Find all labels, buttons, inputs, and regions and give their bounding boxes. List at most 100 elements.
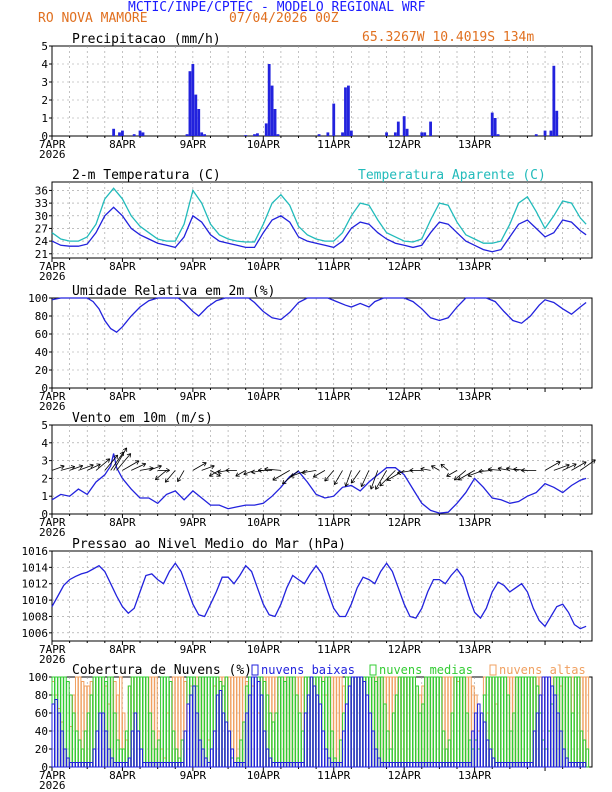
cloud-bar-nuvens-baixas xyxy=(192,685,196,768)
cloud-bar-nuvens-medias xyxy=(69,694,73,768)
wind-arrow xyxy=(51,465,65,471)
wind-arrow-head xyxy=(217,469,222,475)
cloud-bar-nuvens-baixas xyxy=(491,757,496,768)
cloud-bar-nuvens-baixas xyxy=(468,762,472,768)
precip-xtick-label: 9APR xyxy=(180,138,207,151)
cloud-bar-nuvens-baixas xyxy=(183,730,188,768)
cloud-bar-nuvens-medias xyxy=(380,676,384,768)
pres-xtick-label: 13APR xyxy=(458,643,491,656)
precip-year-label: 2026 xyxy=(39,148,66,161)
cloud-bar-nuvens-baixas xyxy=(157,762,161,768)
wind-title: Vento em 10m (m/s) xyxy=(72,411,213,426)
cloud-bar-nuvens-medias xyxy=(86,712,91,768)
cloud-bar-nuvens-baixas xyxy=(201,748,205,768)
pres-xtick-label: 12APR xyxy=(388,643,421,656)
cloud-bar-nuvens-baixas xyxy=(339,762,343,768)
cloud-bar-nuvens-baixas xyxy=(418,762,422,768)
wind-arrow-head xyxy=(225,467,230,473)
wind-arrow-head xyxy=(154,475,160,481)
wind-arrow xyxy=(301,469,317,474)
cloud-bar-nuvens-medias xyxy=(521,676,525,768)
cloud-bar-nuvens-medias xyxy=(295,694,299,768)
pres-ytick-label: 1006 xyxy=(22,627,49,640)
clouds-xtick-label: 9APR xyxy=(180,769,207,782)
cloud-bar-nuvens-baixas xyxy=(409,762,414,768)
cloud-bar-nuvens-baixas xyxy=(347,685,352,768)
cloud-bar-nuvens-baixas xyxy=(80,762,85,768)
cloud-bar-nuvens-baixas xyxy=(298,762,302,768)
precip-bar xyxy=(200,132,204,136)
cloud-bar-nuvens-baixas xyxy=(92,748,97,768)
precip-bar xyxy=(555,110,559,136)
wind-arrow-head xyxy=(216,472,221,477)
clouds-ytick-label: 60 xyxy=(35,707,48,720)
cloud-bar-nuvens-baixas xyxy=(344,703,349,768)
precip-bar xyxy=(396,121,400,136)
clouds-xtick-label: 12APR xyxy=(388,769,421,782)
cloud-bar-nuvens-baixas xyxy=(148,762,152,768)
cloud-bar-nuvens-medias xyxy=(74,730,79,768)
cloud-bar-nuvens-baixas xyxy=(368,712,372,768)
cloud-bar-nuvens-baixas xyxy=(579,762,584,768)
wind-arrow-head xyxy=(457,476,463,481)
wind-arrow xyxy=(360,470,370,487)
cloud-bar-nuvens-medias xyxy=(524,676,528,768)
cloud-bar-nuvens-baixas xyxy=(380,762,384,768)
cloud-bar-nuvens-baixas xyxy=(479,712,484,768)
precip-xtick-label: 11APR xyxy=(317,138,350,151)
cloud-bar-nuvens-baixas xyxy=(145,762,149,768)
precip-bar xyxy=(402,116,406,136)
wind-ytick-label: 4 xyxy=(41,437,48,450)
wind-arrow-head xyxy=(409,467,414,473)
cloud-bar-nuvens-baixas xyxy=(477,703,481,768)
rh-xtick-label: 13APR xyxy=(458,390,491,403)
cloud-bar-nuvens-baixas xyxy=(66,757,70,768)
precip-xtick-label: 13APR xyxy=(458,138,491,151)
cloud-bar-nuvens-baixas xyxy=(336,762,340,768)
precip-ytick-label: 4 xyxy=(41,58,48,71)
cloud-bar-nuvens-baixas xyxy=(397,762,402,768)
cloud-bar-nuvens-baixas xyxy=(553,694,557,768)
wind-arrow-head xyxy=(446,472,451,477)
temp-legend: Temperatura Aparente (C) xyxy=(358,168,546,183)
rh-xtick-label: 7APR xyxy=(39,390,66,403)
wind-arrow xyxy=(116,453,132,471)
cloud-bar-nuvens-baixas xyxy=(292,762,296,768)
wind-arrow-head xyxy=(431,465,436,470)
wind-arrow xyxy=(324,470,335,482)
cloud-bar-nuvens-baixas xyxy=(562,748,566,768)
wind-arrow-head xyxy=(264,466,269,472)
cloud-bar-nuvens-medias xyxy=(570,712,575,768)
pres-xtick-label: 11APR xyxy=(317,643,350,656)
cloud-bar-nuvens-baixas xyxy=(160,762,164,768)
cloud-bar-nuvens-medias xyxy=(280,676,284,768)
rh-xtick-label: 9APR xyxy=(180,390,207,403)
wind-arrow xyxy=(375,470,387,490)
wind-xtick-label: 7APR xyxy=(39,516,66,529)
rh-year-label: 2026 xyxy=(39,400,66,413)
cloud-bar-nuvens-baixas xyxy=(383,762,387,768)
cloud-bar-nuvens-baixas xyxy=(280,762,284,768)
precip-bar xyxy=(197,109,201,136)
wind-arrow xyxy=(431,465,440,471)
precip-bar xyxy=(543,130,547,136)
cloud-bar-nuvens-baixas xyxy=(154,762,158,768)
temp-ytick-label: 27 xyxy=(35,222,48,235)
cloud-bar-nuvens-medias xyxy=(124,730,129,768)
rh-xtick-label: 11APR xyxy=(317,390,350,403)
precip-bar xyxy=(534,134,538,136)
wind-arrow xyxy=(110,451,124,471)
wind-arrow-head xyxy=(521,467,525,473)
cloud-bar-nuvens-baixas xyxy=(374,748,378,768)
wind-arrow-head xyxy=(440,463,445,469)
wind-arrow-head xyxy=(591,459,596,464)
wind-arrow-head xyxy=(202,462,207,467)
cloud-bar-nuvens-medias xyxy=(435,676,440,768)
pres-ytick-label: 1014 xyxy=(22,561,49,574)
header-institution: MCTIC/INPE/CPTEC - MODELO REGIONAL WRF xyxy=(128,0,426,15)
cloud-bar-nuvens-medias xyxy=(327,676,331,768)
cloud-bar-nuvens-altas xyxy=(333,676,337,768)
wind-xtick-label: 8APR xyxy=(109,516,136,529)
cloud-bar-nuvens-baixas xyxy=(485,739,490,768)
precip-bar xyxy=(552,65,556,136)
